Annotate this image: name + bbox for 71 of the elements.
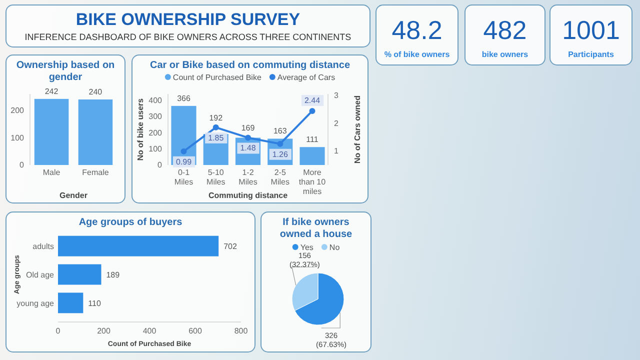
x-axis-title: Commuting distance — [208, 191, 288, 200]
chart-title: Car or Bike based on commuting distance — [150, 60, 350, 71]
data-label: 1.85 — [208, 133, 224, 142]
y-tick-label: 0 — [20, 160, 25, 170]
y-tick-label: 200 — [148, 128, 163, 138]
x-tick-label: 400 — [142, 326, 157, 336]
category-label: % of bike owners — [384, 50, 450, 59]
data-label: 110 — [88, 298, 102, 308]
data-label: 240 — [88, 87, 103, 96]
chart-title: Ownership based on gender — [16, 60, 115, 83]
y-axis-title: No of bike users — [136, 98, 145, 161]
data-label: 1.48 — [240, 144, 256, 153]
x-tick-label: 2-5 Miles — [270, 168, 290, 187]
bar — [58, 292, 84, 314]
data-label: 482 — [483, 15, 527, 45]
data-label: 0.99 — [176, 157, 192, 166]
point — [245, 134, 251, 141]
y-tick-label: 400 — [148, 96, 163, 106]
y-tick-label: 0 — [158, 160, 163, 170]
data-label: 111 — [306, 135, 319, 144]
x-tick-label: 600 — [188, 326, 202, 336]
y-tick-label: 100 — [10, 133, 25, 142]
y-tick-label: adults — [32, 242, 54, 252]
category-label: Participants — [568, 50, 614, 59]
legend-label: Yes — [300, 243, 314, 252]
data-label: 242 — [44, 86, 59, 96]
x-tick-label: 0-1 Miles — [174, 168, 194, 187]
text: INFERENCE DASHBOARD OF BIKE OWNERS ACROSS THREE CONTINENTS — [24, 32, 352, 42]
x-tick-label: 5-10 Miles — [206, 168, 226, 187]
text: BIKE OWNERSHIP SURVEY — [76, 10, 301, 29]
y2-tick-label: 2 — [334, 118, 339, 128]
x-tick-label: 1-2 Miles — [238, 168, 258, 187]
data-label: 163 — [273, 126, 288, 136]
legend-label: Average of Cars — [277, 73, 336, 82]
x-tick-label: 0 — [56, 326, 61, 336]
category-label: bike owners — [482, 50, 529, 59]
pie-slice — [294, 272, 344, 326]
chart-title: Age groups of buyers — [78, 217, 183, 228]
x-tick-label: Male — [42, 168, 61, 177]
legend-label: No — [329, 243, 340, 252]
point — [212, 124, 219, 130]
bar — [300, 147, 325, 165]
point — [277, 140, 284, 147]
x-tick-label: More than 10 miles — [298, 168, 326, 196]
y-tick-label: 100 — [148, 144, 163, 154]
x-tick-label: 800 — [234, 326, 248, 336]
y-tick-label: Old age — [26, 270, 55, 280]
data-label: 189 — [106, 270, 120, 280]
y-tick-label: 200 — [10, 106, 25, 115]
data-label: 702 — [224, 242, 238, 252]
y2-tick-label: 1 — [334, 146, 339, 156]
bar — [58, 236, 219, 256]
data-label: 2.44 — [304, 96, 321, 105]
point — [309, 108, 316, 114]
data-label: 366 — [177, 94, 191, 103]
data-label: 48.2 — [392, 15, 442, 45]
x-tick-label: 200 — [97, 326, 111, 336]
x-tick-label: Female — [82, 168, 110, 177]
chart-title: If bike owners owned a house — [280, 217, 353, 240]
data-label: 1001 — [562, 15, 620, 45]
x-axis-title: Gender — [59, 191, 88, 200]
y-tick-label: young age — [16, 298, 55, 308]
y-tick-label: 300 — [148, 112, 163, 122]
y2-axis-title: No of Cars owned — [353, 95, 362, 164]
data-label: 192 — [209, 113, 224, 122]
y2-tick-label: 3 — [334, 90, 339, 100]
legend-label: Count of Purchased Bike — [172, 73, 262, 82]
data-label: 169 — [241, 124, 256, 133]
bar — [58, 264, 102, 285]
point — [180, 148, 187, 154]
data-label: 1.26 — [272, 150, 288, 159]
